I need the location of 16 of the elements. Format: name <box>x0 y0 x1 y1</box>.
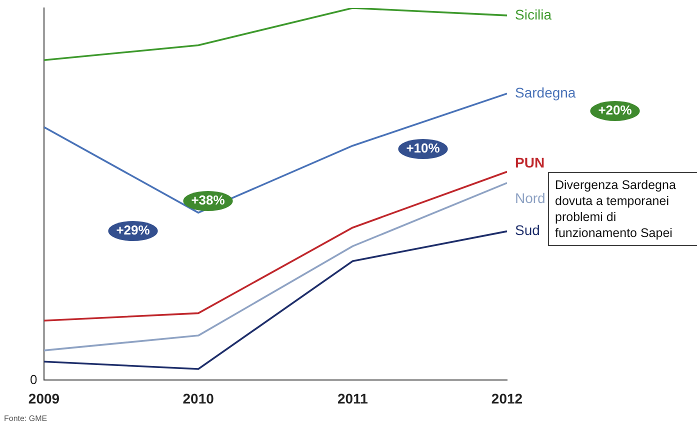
annotation: +10% <box>406 140 440 156</box>
text: +20% <box>598 102 632 118</box>
source-note: Fonte: GME <box>4 414 48 423</box>
annotation: +38% <box>191 192 226 208</box>
series-label: Sardegna <box>515 84 576 100</box>
x-tick-label: 2009 <box>28 390 60 406</box>
series-label: Nord <box>515 190 546 206</box>
annotation: +29% <box>116 222 150 238</box>
text: Divergenza Sardegna dovuta a temporanei problemi di funzionamento Sapei <box>548 172 697 246</box>
series-label: PUN <box>515 154 545 171</box>
text: 0 <box>30 372 38 388</box>
series-label: Sud <box>515 222 540 238</box>
series-label: Sicilia <box>515 6 552 22</box>
x-tick-label: 2011 <box>337 390 368 406</box>
x-tick-label: 2010 <box>182 390 214 406</box>
x-tick-label: 2012 <box>491 390 523 406</box>
